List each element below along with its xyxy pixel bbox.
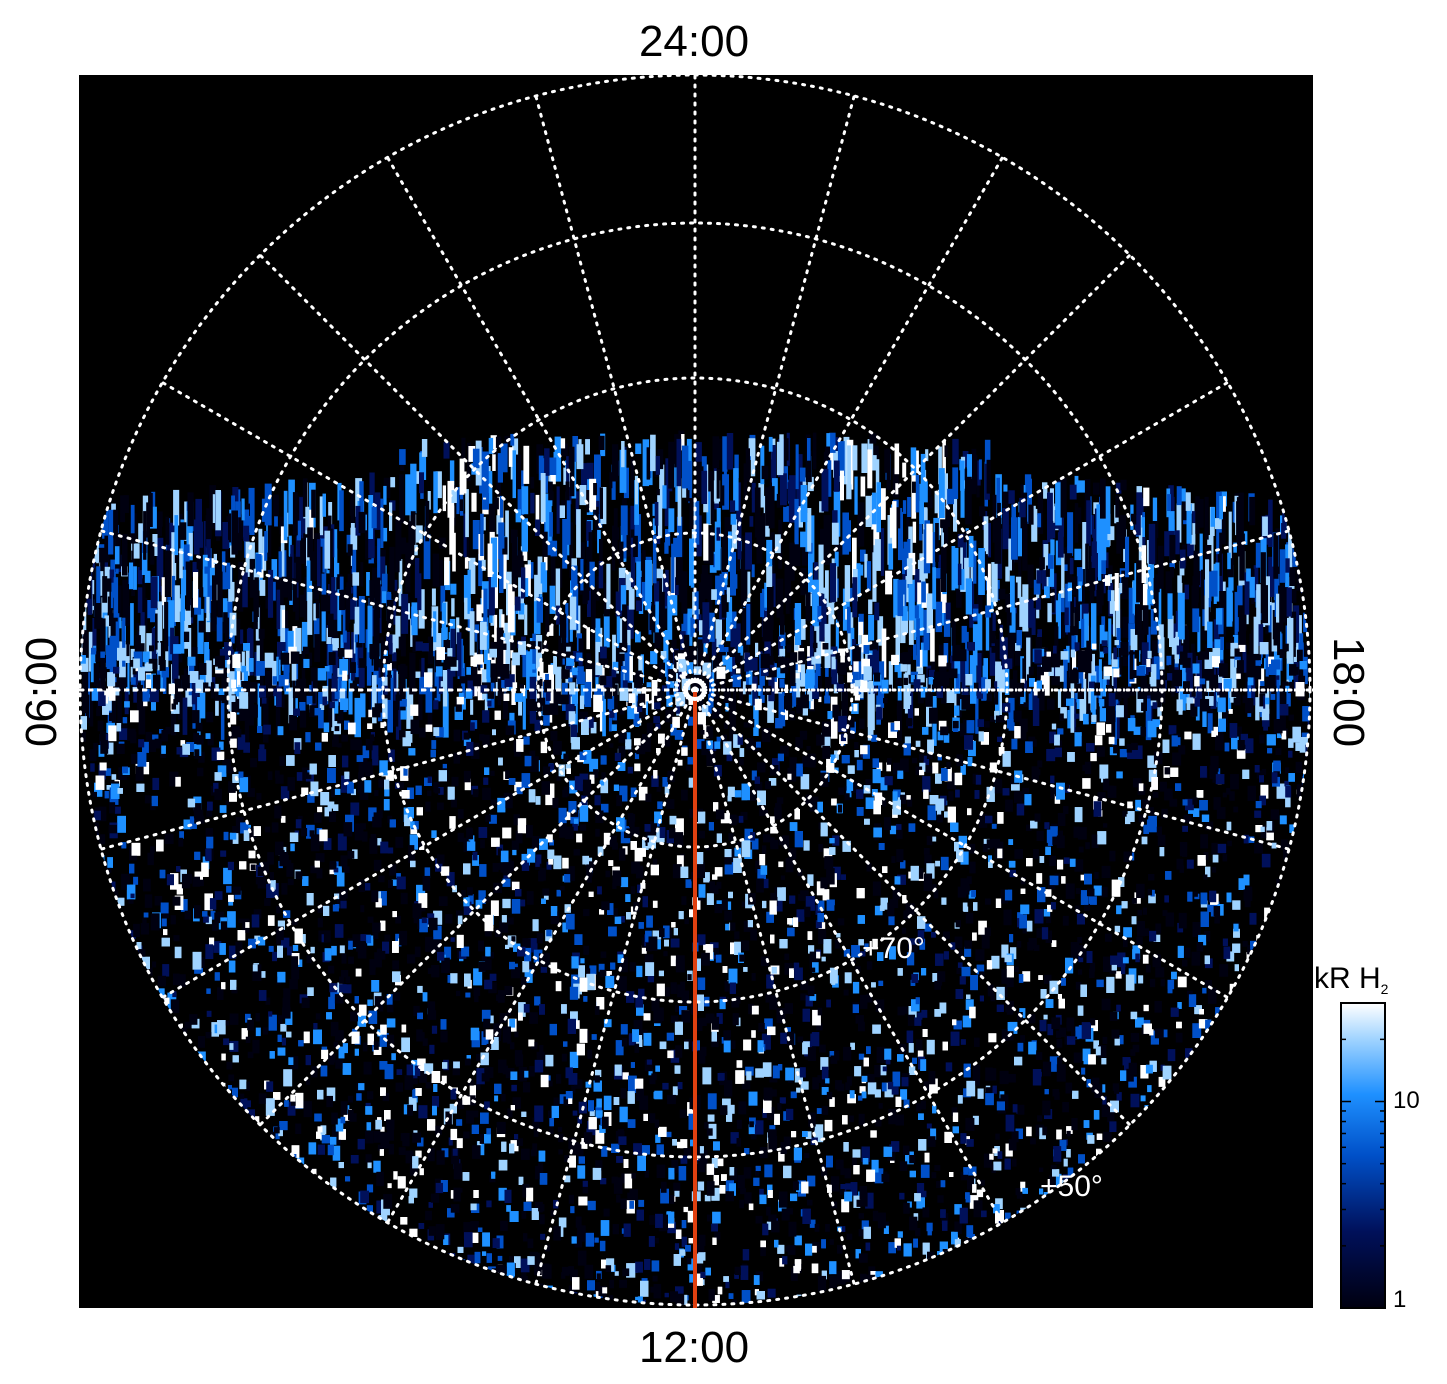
grid-spoke	[160, 688, 697, 999]
local-time-label-right: 18:00	[1324, 637, 1373, 747]
pole-marker	[684, 679, 706, 701]
local-time-label-top: 24:00	[639, 17, 749, 66]
latitude-label-70: +70°	[862, 932, 925, 965]
latitude-label-50: +50°	[1040, 1170, 1103, 1203]
grid-spoke	[693, 688, 856, 1286]
grid-spoke	[386, 155, 697, 692]
grid-spoke	[693, 688, 1132, 1127]
grid-spoke	[160, 381, 697, 692]
colorbar-scale	[1340, 1002, 1386, 1309]
grid-spoke	[534, 688, 697, 1286]
grid-spoke	[693, 94, 856, 692]
grid-spoke	[534, 94, 697, 692]
colorbar: kR H2 10 1	[1314, 962, 1420, 1313]
local-time-label-left: 06:00	[17, 637, 66, 747]
grid-spoke	[693, 688, 1004, 1225]
grid-spoke	[693, 688, 1291, 851]
colorbar-title: kR H2	[1314, 962, 1389, 997]
grid-spoke	[693, 529, 1291, 692]
local-time-label-bottom: 12:00	[639, 1323, 749, 1372]
colorbar-tick-label-1: 1	[1393, 1286, 1406, 1313]
grid-spoke	[386, 688, 697, 1225]
grid-spoke	[258, 688, 697, 1127]
grid-spoke	[693, 253, 1132, 692]
colorbar-tick-label-10: 10	[1393, 1087, 1420, 1114]
grid-spoke	[693, 688, 1230, 999]
grid-spoke	[693, 155, 1004, 692]
grid-spoke	[693, 381, 1230, 692]
grid-spoke	[258, 253, 697, 692]
grid-spoke	[99, 688, 697, 851]
grid-spoke	[99, 529, 697, 692]
